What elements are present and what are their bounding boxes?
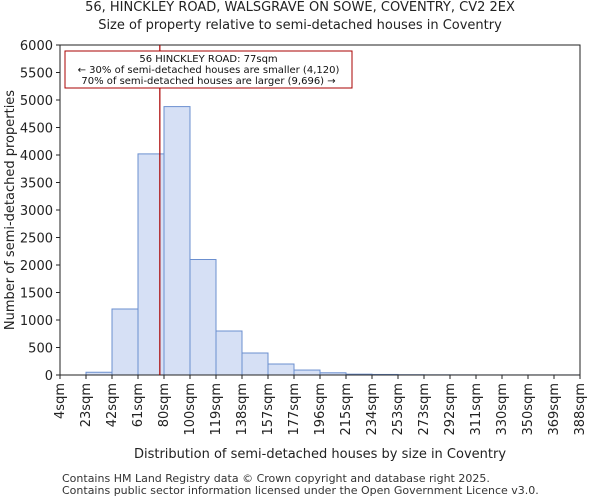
- bar-177sqm: [293, 369, 321, 376]
- x-tick-label-273sqm: 273sqm: [417, 383, 432, 436]
- annotation-line-3: 70% of semi-detached houses are larger (…: [81, 76, 335, 87]
- annotation-box: 56 HINCKLEY ROAD: 77sqm ← 30% of semi-de…: [64, 50, 353, 89]
- annotation-line-2: ← 30% of semi-detached houses are smalle…: [78, 65, 340, 76]
- y-tick-label: 4500: [20, 122, 53, 137]
- y-tick-label: 500: [28, 342, 53, 357]
- y-tick-label: 1500: [20, 287, 53, 302]
- y-tick-label: 1000: [20, 314, 53, 329]
- y-tick-label: 4000: [20, 149, 53, 164]
- bar-100sqm: [189, 259, 217, 376]
- bars-group: [85, 106, 581, 376]
- chart-title: Size of property relative to semi-detach…: [98, 18, 502, 33]
- footer-licence: Contains public sector information licen…: [62, 484, 539, 497]
- y-tick-label: 5000: [20, 94, 53, 109]
- x-tick-label-138sqm: 138sqm: [235, 383, 250, 436]
- x-tick-label-42sqm: 42sqm: [105, 383, 120, 427]
- annotation-line-1: 56 HINCKLEY ROAD: 77sqm: [139, 54, 277, 65]
- chart-title-address: 56, HINCKLEY ROAD, WALSGRAVE ON SOWE, CO…: [85, 0, 515, 15]
- bar-42sqm: [111, 308, 139, 376]
- x-tick-label-253sqm: 253sqm: [391, 383, 406, 436]
- annotation-border: [64, 50, 353, 89]
- x-tick-label-234sqm: 234sqm: [365, 383, 380, 436]
- y-tick-label: 2500: [20, 232, 53, 247]
- x-axis-title: Distribution of semi-detached houses by …: [134, 447, 506, 462]
- bar-80sqm: [163, 106, 191, 376]
- x-tick-label-292sqm: 292sqm: [443, 383, 458, 436]
- x-tick-label-350sqm: 350sqm: [521, 383, 536, 436]
- x-tick-label-157sqm: 157sqm: [261, 383, 276, 436]
- y-tick-label: 3000: [20, 204, 53, 219]
- x-tick-label-23sqm: 23sqm: [79, 383, 94, 427]
- y-tick-label: 2000: [20, 259, 53, 274]
- x-tick-label-215sqm: 215sqm: [339, 383, 354, 436]
- x-tick-label-388sqm: 388sqm: [573, 383, 588, 436]
- footer-copyright: Contains HM Land Registry data © Crown c…: [62, 472, 490, 485]
- x-tick-label-100sqm: 100sqm: [183, 383, 198, 436]
- plot-frame: [59, 44, 581, 376]
- x-tick-label-119sqm: 119sqm: [209, 383, 224, 436]
- x-tick-label-4sqm: 4sqm: [53, 383, 68, 419]
- histogram-chart: 0 500 1000 1500 2000 2500 3000 3500 4000 4500 5000…: [3, 39, 588, 462]
- y-tick-label: 6000: [20, 39, 53, 54]
- y-axis: 0 500 1000 1500 2000 2500 3000 3500 4000 4500 5000…: [20, 39, 60, 384]
- bar-138sqm: [241, 352, 269, 376]
- x-tick-label-330sqm: 330sqm: [495, 383, 510, 436]
- x-axis: 4sqm 23sqm 42sqm 61sqm 80sqm 100sqm 119sqm 138s…: [53, 375, 588, 436]
- x-tick-label-61sqm: 61sqm: [131, 383, 146, 427]
- bar-157sqm: [267, 363, 295, 376]
- x-tick-label-196sqm: 196sqm: [313, 383, 328, 436]
- x-tick-label-369sqm: 369sqm: [547, 383, 562, 436]
- y-tick-label: 5500: [20, 67, 53, 82]
- y-tick-label: 3500: [20, 177, 53, 192]
- y-axis-title: Number of semi-detached properties: [3, 90, 18, 330]
- y-tick-label: 0: [45, 369, 53, 384]
- x-tick-label-80sqm: 80sqm: [157, 383, 172, 427]
- x-tick-label-311sqm: 311sqm: [469, 383, 484, 436]
- x-tick-label-177sqm: 177sqm: [287, 383, 302, 436]
- bar-119sqm: [215, 330, 243, 376]
